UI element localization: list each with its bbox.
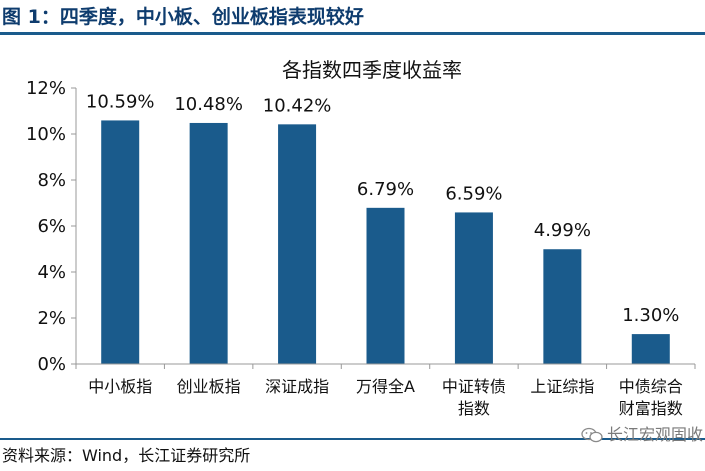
data-label: 6.79% [357, 179, 414, 200]
bottom-rule [0, 438, 705, 440]
chart-title: 各指数四季度收益率 [282, 58, 462, 82]
bar [101, 120, 140, 365]
x-tick-label: 中证转债指数 [442, 377, 506, 418]
source-note: 资料来源：Wind，长江证券研究所 [2, 446, 251, 465]
x-tick-label: 中债综合财富指数 [619, 377, 683, 418]
bar [189, 122, 228, 365]
bar [631, 334, 670, 364]
wechat-icon [581, 427, 603, 443]
bar [278, 124, 317, 364]
y-tick-label: 12% [26, 78, 66, 99]
x-tick-label: 上证综指 [530, 377, 594, 396]
bar-chart: 各指数四季度收益率 0% 2% 4% 6% 8% 10% 12% 10.59% 中小板指 10.4… [26, 58, 696, 418]
watermark: 长江宏观固收 [581, 424, 703, 446]
y-tick-label: 2% [37, 308, 66, 329]
data-label: 10.59% [86, 91, 155, 112]
y-tick-label: 0% [37, 354, 66, 375]
watermark-text: 长江宏观固收 [606, 425, 703, 444]
data-label: 1.30% [622, 305, 679, 326]
data-label: 10.42% [263, 95, 332, 116]
x-tick-label: 深证成指 [265, 377, 329, 396]
y-tick-label: 8% [37, 170, 66, 191]
title-rule [0, 32, 705, 35]
data-label: 4.99% [534, 220, 591, 241]
x-tick-label: 万得全A [356, 377, 415, 396]
y-tick-label: 4% [37, 262, 66, 283]
bar [543, 249, 582, 364]
y-tick-label: 6% [37, 216, 66, 237]
bar [366, 207, 405, 364]
bar [454, 212, 493, 364]
x-tick-label: 中小板指 [88, 377, 152, 396]
data-label: 6.59% [445, 183, 502, 204]
figure-title: 图 1：四季度，中小板、创业板指表现较好 [2, 6, 364, 28]
x-tick-label: 创业板指 [177, 377, 241, 396]
y-tick-label: 10% [26, 124, 66, 145]
data-label: 10.48% [174, 94, 243, 115]
